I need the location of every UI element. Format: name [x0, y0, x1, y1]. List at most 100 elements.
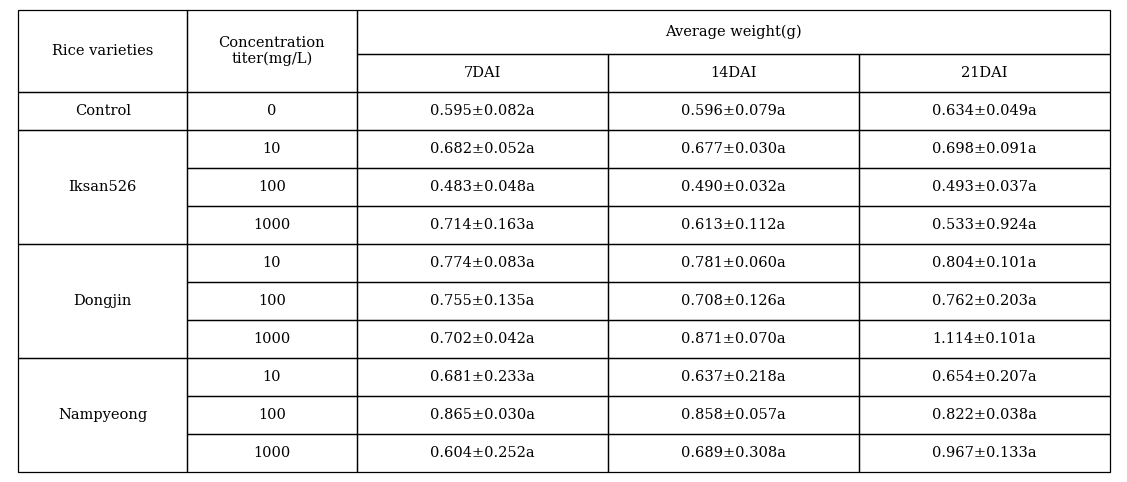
Text: 0.781±0.060a: 0.781±0.060a: [681, 256, 786, 270]
Text: Rice varieties: Rice varieties: [52, 44, 153, 58]
Bar: [356, 10, 1110, 54]
Text: 0.858±0.057a: 0.858±0.057a: [681, 408, 786, 422]
Text: 1.114±0.101a: 1.114±0.101a: [932, 332, 1037, 346]
Text: Control: Control: [74, 104, 131, 118]
Bar: [607, 130, 859, 168]
Bar: [356, 358, 607, 396]
Text: 0.804±0.101a: 0.804±0.101a: [932, 256, 1037, 270]
Bar: [859, 320, 1110, 358]
Text: 0.774±0.083a: 0.774±0.083a: [429, 256, 534, 270]
Text: 14DAI: 14DAI: [710, 66, 756, 80]
Bar: [859, 206, 1110, 244]
Text: 0.595±0.082a: 0.595±0.082a: [429, 104, 534, 118]
Bar: [607, 358, 859, 396]
Text: 0.682±0.052a: 0.682±0.052a: [429, 142, 534, 156]
Text: 0.698±0.091a: 0.698±0.091a: [932, 142, 1037, 156]
Bar: [18, 130, 187, 244]
Text: 100: 100: [258, 294, 286, 308]
Bar: [18, 244, 187, 358]
Text: 10: 10: [263, 256, 281, 270]
Text: 0.483±0.048a: 0.483±0.048a: [429, 180, 534, 194]
Bar: [187, 206, 356, 244]
Text: 0.871±0.070a: 0.871±0.070a: [681, 332, 786, 346]
Bar: [607, 320, 859, 358]
Text: 100: 100: [258, 408, 286, 422]
Bar: [187, 168, 356, 206]
Text: 1000: 1000: [254, 332, 291, 346]
Text: 0.714±0.163a: 0.714±0.163a: [429, 218, 534, 232]
Bar: [187, 92, 356, 130]
Bar: [607, 282, 859, 320]
Bar: [187, 282, 356, 320]
Bar: [859, 358, 1110, 396]
Text: 0.596±0.079a: 0.596±0.079a: [681, 104, 786, 118]
Bar: [356, 168, 607, 206]
Bar: [187, 358, 356, 396]
Bar: [187, 130, 356, 168]
Bar: [607, 434, 859, 472]
Bar: [18, 10, 187, 92]
Bar: [859, 396, 1110, 434]
Text: 0.490±0.032a: 0.490±0.032a: [681, 180, 786, 194]
Bar: [187, 396, 356, 434]
Text: Dongjin: Dongjin: [73, 294, 132, 308]
Text: 0.967±0.133a: 0.967±0.133a: [932, 446, 1037, 460]
Bar: [187, 244, 356, 282]
Bar: [859, 168, 1110, 206]
Text: 100: 100: [258, 180, 286, 194]
Bar: [356, 434, 607, 472]
Text: 0.762±0.203a: 0.762±0.203a: [932, 294, 1037, 308]
Text: 21DAI: 21DAI: [961, 66, 1008, 80]
Bar: [356, 92, 607, 130]
Bar: [356, 396, 607, 434]
Bar: [356, 206, 607, 244]
Bar: [607, 244, 859, 282]
Text: 0: 0: [267, 104, 276, 118]
Text: 0.493±0.037a: 0.493±0.037a: [932, 180, 1037, 194]
Bar: [356, 54, 607, 92]
Bar: [859, 244, 1110, 282]
Text: Nampyeong: Nampyeong: [57, 408, 148, 422]
Text: 0.677±0.030a: 0.677±0.030a: [681, 142, 786, 156]
Bar: [607, 206, 859, 244]
Bar: [607, 92, 859, 130]
Bar: [859, 54, 1110, 92]
Text: 0.822±0.038a: 0.822±0.038a: [932, 408, 1037, 422]
Text: 0.637±0.218a: 0.637±0.218a: [681, 370, 786, 384]
Text: 10: 10: [263, 142, 281, 156]
Text: 1000: 1000: [254, 218, 291, 232]
Text: 0.613±0.112a: 0.613±0.112a: [681, 218, 786, 232]
Bar: [859, 92, 1110, 130]
Text: 0.681±0.233a: 0.681±0.233a: [429, 370, 534, 384]
Text: 0.865±0.030a: 0.865±0.030a: [429, 408, 534, 422]
Text: 10: 10: [263, 370, 281, 384]
Text: 1000: 1000: [254, 446, 291, 460]
Bar: [859, 282, 1110, 320]
Text: 0.634±0.049a: 0.634±0.049a: [932, 104, 1037, 118]
Text: 0.689±0.308a: 0.689±0.308a: [681, 446, 786, 460]
Bar: [859, 130, 1110, 168]
Text: Iksan526: Iksan526: [69, 180, 136, 194]
Bar: [356, 244, 607, 282]
Bar: [187, 320, 356, 358]
Text: Concentration
titer(mg/L): Concentration titer(mg/L): [219, 36, 326, 67]
Bar: [187, 434, 356, 472]
Bar: [356, 282, 607, 320]
Bar: [607, 168, 859, 206]
Bar: [607, 54, 859, 92]
Text: 0.533±0.924a: 0.533±0.924a: [932, 218, 1037, 232]
Text: 0.708±0.126a: 0.708±0.126a: [681, 294, 786, 308]
Text: Average weight(g): Average weight(g): [665, 25, 801, 39]
Bar: [18, 358, 187, 472]
Text: 0.604±0.252a: 0.604±0.252a: [429, 446, 534, 460]
Text: 7DAI: 7DAI: [463, 66, 500, 80]
Text: 0.654±0.207a: 0.654±0.207a: [932, 370, 1037, 384]
Bar: [187, 10, 356, 92]
Bar: [356, 320, 607, 358]
Text: 0.702±0.042a: 0.702±0.042a: [429, 332, 534, 346]
Bar: [607, 396, 859, 434]
Bar: [859, 434, 1110, 472]
Bar: [356, 130, 607, 168]
Text: 0.755±0.135a: 0.755±0.135a: [429, 294, 534, 308]
Bar: [18, 92, 187, 130]
